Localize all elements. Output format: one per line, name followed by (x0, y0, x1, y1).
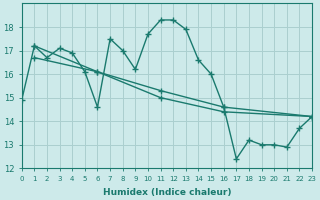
X-axis label: Humidex (Indice chaleur): Humidex (Indice chaleur) (103, 188, 231, 197)
